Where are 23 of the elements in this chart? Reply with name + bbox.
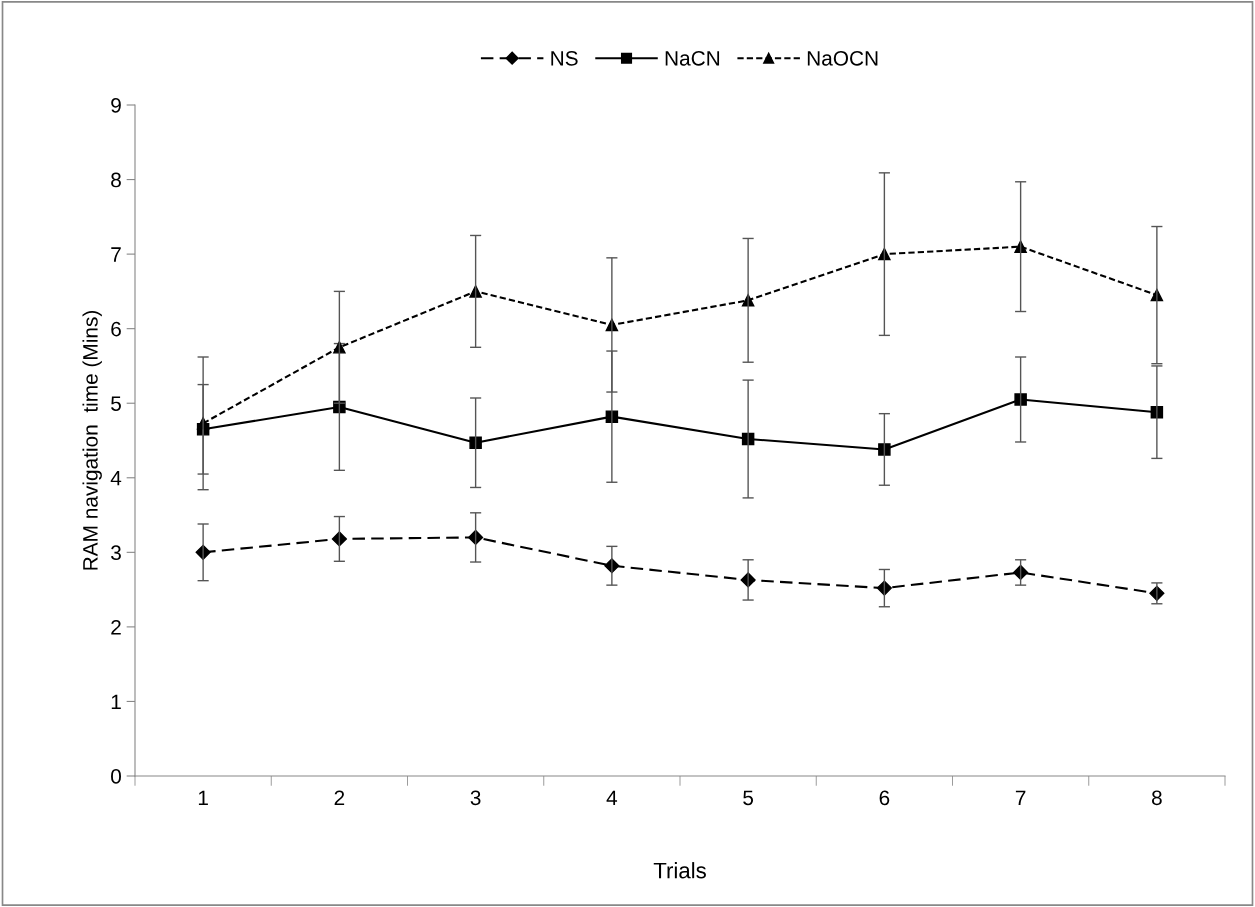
y-tick-label: 9	[111, 98, 121, 113]
legend-label: NaOCN	[807, 50, 878, 66]
legend-label: NS	[551, 50, 578, 66]
y-tick-label: 0	[111, 769, 121, 784]
x-tick-label: 4	[606, 790, 618, 805]
x-tick-label: 6	[879, 790, 890, 806]
x-tick-label: 2	[334, 790, 345, 805]
x-tick-label: 5	[743, 790, 754, 806]
y-tick-label: 5	[111, 396, 121, 411]
y-tick-label: 7	[111, 247, 121, 262]
y-tick-label: 6	[111, 321, 121, 337]
y-axis-title: RAM navigation time (Mins)	[82, 310, 102, 570]
legend-label: NaCN	[665, 50, 720, 66]
x-tick-label: 7	[1015, 790, 1026, 805]
y-tick-label: 4	[110, 470, 122, 486]
x-tick-label: 3	[470, 790, 481, 806]
y-tick-label: 3	[111, 545, 121, 561]
x-axis-title: Trials	[653, 862, 706, 879]
x-tick-label: 1	[198, 790, 208, 805]
y-tick-label: 2	[111, 619, 121, 635]
x-tick-label: 8	[1151, 790, 1162, 806]
y-tick-label: 1	[111, 694, 121, 709]
y-tick-label: 8	[111, 172, 121, 188]
